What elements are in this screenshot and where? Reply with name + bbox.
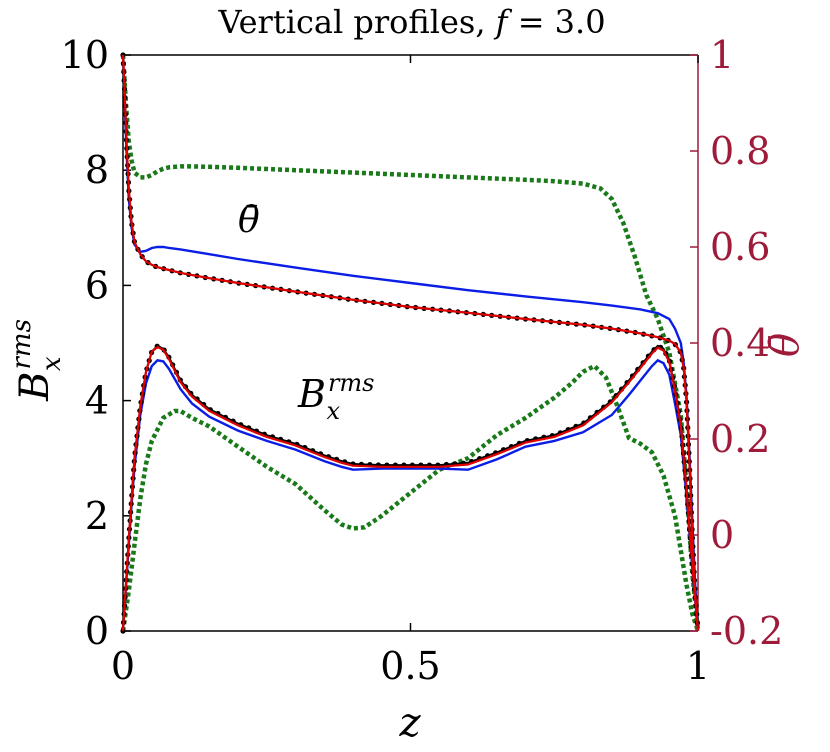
y-right-tick-label: 0.4: [710, 321, 770, 365]
svg-text:Brmsx: Brmsx: [7, 319, 67, 402]
y-right-tick-label: 0.2: [710, 417, 770, 461]
series-theta-green-dotted: [120, 54, 701, 632]
y-right-tick-label: -0.2: [710, 609, 783, 653]
series-layer: [120, 52, 701, 634]
series-theta-red-line: [121, 54, 700, 632]
y-left-tick-label: 2: [85, 494, 109, 538]
y-left-axis-label: Brmsx: [7, 319, 67, 402]
annotation-brms: Brms x: [297, 369, 374, 425]
chart-title: Vertical profiles, f = 3.0: [217, 3, 605, 41]
y-left-tick-label: 8: [85, 148, 109, 192]
x-tick-label: 0.5: [380, 644, 440, 688]
y-right-tick-label: 0: [710, 513, 734, 557]
x-tick-label: 1: [686, 644, 710, 688]
x-tick-label: 0: [111, 644, 135, 688]
y-right-tick-label: 0.6: [710, 225, 770, 269]
y-right-tick-label: 1: [710, 33, 734, 77]
y-right-tick-label: 0.8: [710, 129, 770, 173]
y-left-tick-label: 10: [61, 33, 109, 77]
y-left-tick-label: 6: [85, 263, 109, 307]
series-Brms-blue-line: [121, 358, 700, 632]
y-right-axis-label: θ̄: [762, 333, 808, 357]
series-Brms-red-line: [121, 345, 700, 632]
x-axis-label: z: [398, 700, 421, 746]
svg-text:θ̄: θ̄: [762, 333, 808, 357]
annotation-theta: θ̄: [238, 200, 260, 241]
y-left-tick-label: 0: [85, 609, 109, 653]
y-left-tick-label: 4: [85, 379, 109, 423]
